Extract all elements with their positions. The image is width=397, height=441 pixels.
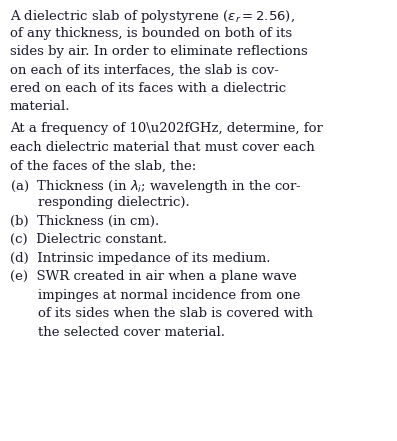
- Text: (d)  Intrinsic impedance of its medium.: (d) Intrinsic impedance of its medium.: [10, 252, 270, 265]
- Text: each dielectric material that must cover each: each dielectric material that must cover…: [10, 141, 315, 154]
- Text: (c)  Dielectric constant.: (c) Dielectric constant.: [10, 233, 167, 247]
- Text: (a)  Thickness (in $\lambda_i$; wavelength in the cor-: (a) Thickness (in $\lambda_i$; wavelengt…: [10, 178, 302, 195]
- Text: impinges at normal incidence from one: impinges at normal incidence from one: [38, 289, 301, 302]
- Text: the selected cover material.: the selected cover material.: [38, 326, 225, 339]
- Text: sides by air. In order to eliminate reflections: sides by air. In order to eliminate refl…: [10, 45, 308, 58]
- Text: (e)  SWR created in air when a plane wave: (e) SWR created in air when a plane wave: [10, 270, 297, 283]
- Text: of the faces of the slab, the:: of the faces of the slab, the:: [10, 159, 196, 172]
- Text: A dielectric slab of polystyrene ($\varepsilon_r = 2.56$),: A dielectric slab of polystyrene ($\vare…: [10, 8, 295, 25]
- Text: on each of its interfaces, the slab is cov-: on each of its interfaces, the slab is c…: [10, 64, 279, 76]
- Text: of any thickness, is bounded on both of its: of any thickness, is bounded on both of …: [10, 26, 292, 40]
- Text: material.: material.: [10, 101, 71, 113]
- Text: ered on each of its faces with a dielectric: ered on each of its faces with a dielect…: [10, 82, 286, 95]
- Text: responding dielectric).: responding dielectric).: [38, 196, 190, 209]
- Text: (b)  Thickness (in cm).: (b) Thickness (in cm).: [10, 215, 159, 228]
- Text: At a frequency of 10\u202fGHz, determine, for: At a frequency of 10\u202fGHz, determine…: [10, 122, 323, 135]
- Text: of its sides when the slab is covered with: of its sides when the slab is covered wi…: [38, 307, 313, 320]
